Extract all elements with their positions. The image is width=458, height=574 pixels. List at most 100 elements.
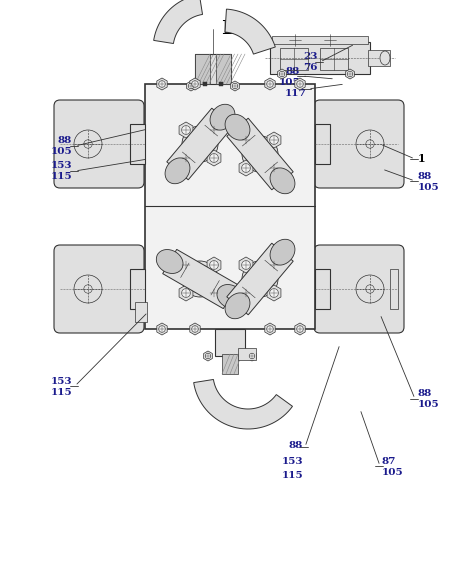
Polygon shape xyxy=(190,323,200,335)
Bar xyxy=(135,302,147,322)
Circle shape xyxy=(159,325,165,332)
Circle shape xyxy=(242,164,251,172)
Polygon shape xyxy=(239,257,253,273)
Bar xyxy=(145,84,315,329)
Bar xyxy=(315,124,330,164)
Bar xyxy=(368,50,390,66)
Circle shape xyxy=(192,81,198,87)
Polygon shape xyxy=(267,160,281,176)
Circle shape xyxy=(232,83,238,89)
Ellipse shape xyxy=(225,293,250,319)
Bar xyxy=(130,124,145,164)
Bar xyxy=(215,329,245,356)
Ellipse shape xyxy=(380,51,390,65)
Circle shape xyxy=(182,126,191,134)
Polygon shape xyxy=(187,81,195,91)
Polygon shape xyxy=(157,323,167,335)
Text: 1: 1 xyxy=(418,153,425,165)
Bar xyxy=(222,354,238,374)
Polygon shape xyxy=(207,257,221,273)
Circle shape xyxy=(159,81,165,87)
Text: 153
115: 153 115 xyxy=(50,161,72,181)
Polygon shape xyxy=(239,160,253,176)
Polygon shape xyxy=(248,351,256,361)
Bar xyxy=(216,54,231,84)
Polygon shape xyxy=(267,257,281,273)
Circle shape xyxy=(297,325,303,332)
Bar xyxy=(238,348,256,360)
Bar xyxy=(203,82,207,86)
Polygon shape xyxy=(154,0,202,44)
Polygon shape xyxy=(295,78,305,90)
Ellipse shape xyxy=(270,239,295,265)
Circle shape xyxy=(205,353,211,359)
Text: Б: Б xyxy=(221,20,237,38)
FancyBboxPatch shape xyxy=(314,100,404,188)
Circle shape xyxy=(270,289,278,297)
Bar xyxy=(219,82,223,86)
Circle shape xyxy=(297,81,303,87)
Polygon shape xyxy=(190,78,200,90)
Circle shape xyxy=(210,261,218,269)
Polygon shape xyxy=(265,323,275,335)
Bar xyxy=(195,54,231,84)
Circle shape xyxy=(270,164,278,172)
Circle shape xyxy=(182,126,218,162)
Bar xyxy=(195,54,210,84)
Polygon shape xyxy=(346,69,354,79)
Polygon shape xyxy=(179,150,193,166)
Polygon shape xyxy=(207,122,221,138)
Circle shape xyxy=(210,289,218,297)
Text: 87
105: 87 105 xyxy=(382,457,403,476)
Text: 88
105: 88 105 xyxy=(50,136,72,156)
Circle shape xyxy=(267,325,273,332)
Polygon shape xyxy=(179,122,193,138)
Polygon shape xyxy=(267,132,281,148)
Polygon shape xyxy=(179,257,193,273)
Bar xyxy=(130,269,145,309)
Bar xyxy=(280,48,308,70)
Circle shape xyxy=(182,261,191,269)
Polygon shape xyxy=(207,150,221,166)
Polygon shape xyxy=(179,285,193,301)
Polygon shape xyxy=(225,9,275,54)
Circle shape xyxy=(210,126,218,134)
Bar xyxy=(270,42,370,74)
Polygon shape xyxy=(239,132,253,148)
Text: 88
105: 88 105 xyxy=(418,172,440,192)
Polygon shape xyxy=(194,379,293,429)
Ellipse shape xyxy=(210,104,235,130)
Circle shape xyxy=(242,261,251,269)
Text: 88: 88 xyxy=(289,441,303,451)
Text: 153: 153 xyxy=(282,456,303,466)
Text: 23
76: 23 76 xyxy=(304,52,318,72)
Circle shape xyxy=(242,136,278,172)
Ellipse shape xyxy=(270,168,295,194)
Polygon shape xyxy=(278,69,286,79)
FancyBboxPatch shape xyxy=(54,245,144,333)
Polygon shape xyxy=(267,285,281,301)
Circle shape xyxy=(242,261,278,297)
Circle shape xyxy=(242,135,251,145)
Polygon shape xyxy=(239,285,253,301)
Text: 115: 115 xyxy=(281,471,303,480)
Circle shape xyxy=(186,130,214,158)
FancyBboxPatch shape xyxy=(54,100,144,188)
Bar xyxy=(315,269,330,309)
Ellipse shape xyxy=(225,114,250,140)
Circle shape xyxy=(182,154,191,162)
Polygon shape xyxy=(167,108,233,180)
Polygon shape xyxy=(207,285,221,301)
Polygon shape xyxy=(231,81,240,91)
Bar xyxy=(320,48,348,70)
Circle shape xyxy=(246,140,274,168)
Ellipse shape xyxy=(156,250,183,273)
Circle shape xyxy=(267,81,273,87)
Ellipse shape xyxy=(165,158,190,184)
Circle shape xyxy=(246,265,274,293)
Polygon shape xyxy=(204,351,213,361)
Ellipse shape xyxy=(217,285,244,308)
Circle shape xyxy=(192,325,198,332)
Bar xyxy=(272,36,368,44)
Circle shape xyxy=(270,135,278,145)
